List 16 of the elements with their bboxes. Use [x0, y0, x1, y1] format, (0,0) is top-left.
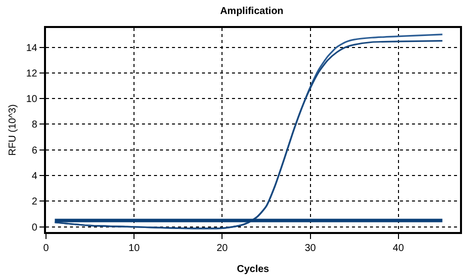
- y-tick-label: 10: [26, 94, 38, 106]
- y-tick-label: 14: [26, 42, 38, 54]
- x-tick-label: 40: [392, 242, 404, 254]
- y-axis-title: RFU (10^3): [8, 104, 19, 156]
- x-tick-label: 20: [216, 242, 228, 254]
- x-tick-label: 30: [304, 242, 316, 254]
- x-tick-label: 0: [43, 242, 50, 254]
- chart-title: Amplification: [220, 6, 284, 17]
- y-tick-label: 12: [26, 68, 38, 80]
- x-tick-label: 10: [128, 242, 140, 254]
- y-tick-label: 8: [32, 120, 38, 131]
- y-tick-label: 0: [32, 222, 38, 234]
- y-tick-label: 6: [32, 145, 38, 156]
- y-tick-label: 2: [32, 196, 38, 208]
- y-tick-label: 4: [32, 171, 38, 182]
- x-axis-title: Cycles: [236, 264, 270, 275]
